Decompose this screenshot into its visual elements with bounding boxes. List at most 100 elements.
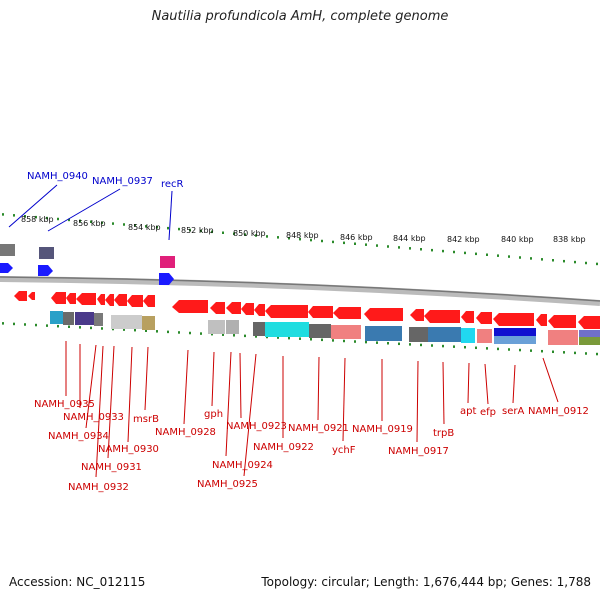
gene-arrow-reverse[interactable] [97,294,105,305]
tick-mark [409,247,411,250]
gene-arrow-reverse[interactable] [241,303,254,315]
tick-mark [409,343,411,346]
bottom-gene-labels: NAMH_0935 NAMH_0933 NAMH_0934 msrB NAMH_… [34,399,589,493]
gene-arrow-reverse[interactable] [143,295,155,307]
tick-mark [145,225,147,228]
tick-mark [464,251,466,255]
feature-block[interactable] [309,324,331,338]
tick-mark [453,250,455,254]
feature-block[interactable] [428,327,461,342]
gene-arrow-reverse[interactable] [226,302,241,314]
gene-arrow-reverse[interactable] [424,310,460,323]
feature-block[interactable] [265,322,309,337]
gene-label[interactable]: serA [502,406,524,417]
leader-line [211,351,215,407]
gene-arrow-reverse[interactable] [265,305,308,318]
gene-arrow-forward[interactable] [159,273,174,285]
gene-label[interactable]: NAMH_0934 [48,431,109,442]
feature-block[interactable] [94,313,103,326]
gene-arrow-reverse[interactable] [536,314,547,326]
gene-arrow-reverse[interactable] [14,291,27,301]
tick-mark [211,230,213,234]
gene-arrow-reverse[interactable] [493,313,534,326]
gene-arrow-reverse[interactable] [76,293,96,305]
gene-label[interactable]: ychF [332,445,356,456]
feature-block[interactable] [142,316,155,330]
feature-block[interactable] [111,315,142,329]
gene-arrow-reverse[interactable] [578,316,600,329]
gene-label[interactable]: recR [161,179,184,190]
gene-arrow-reverse[interactable] [127,295,143,307]
feature-block[interactable] [579,330,600,337]
gene-arrow-forward[interactable] [38,265,53,276]
gene-arrow-forward[interactable] [0,263,13,273]
gene-label[interactable]: NAMH_0937 [92,176,153,187]
feature-block[interactable] [226,320,239,334]
gene-label[interactable]: msrB [133,414,159,425]
feature-block[interactable] [160,256,175,268]
gene-label[interactable]: NAMH_0919 [352,424,413,435]
gene-label[interactable]: NAMH_0931 [81,462,142,473]
gene-label[interactable]: trpB [433,428,454,439]
gene-label[interactable]: NAMH_0922 [253,442,314,453]
tick-mark [442,344,444,348]
feature-block[interactable] [253,322,265,336]
feature-block[interactable] [548,330,578,345]
leader-line [442,361,445,425]
gene-label[interactable]: NAMH_0940 [27,171,88,182]
gene-label[interactable]: NAMH_0912 [528,406,589,417]
tick-mark [519,256,521,259]
feature-block[interactable] [477,329,492,343]
tick-mark [563,259,565,263]
gene-label[interactable]: NAMH_0924 [212,460,273,471]
feature-block[interactable] [39,247,54,259]
gene-label[interactable]: NAMH_0921 [288,423,349,434]
feature-block[interactable] [461,328,475,343]
feature-block[interactable] [63,312,74,325]
gene-arrow-reverse[interactable] [51,292,66,304]
gene-label[interactable]: NAMH_0932 [68,482,129,493]
gene-label[interactable]: NAMH_0928 [155,427,216,438]
gene-arrow-reverse[interactable] [172,300,208,313]
genome-backbone-edge [0,276,600,302]
tick-mark [475,346,477,350]
gene-arrow-reverse[interactable] [410,309,424,321]
gene-arrow-reverse[interactable] [114,294,127,306]
feature-block[interactable] [409,327,428,342]
feature-block[interactable] [75,312,94,325]
tick-mark [497,347,499,351]
tick-mark [497,254,499,257]
gene-label[interactable]: NAMH_0925 [197,479,258,490]
gene-label[interactable]: gph [204,409,223,420]
feature-block[interactable] [365,326,402,341]
gene-label[interactable]: NAMH_0923 [226,421,287,432]
gene-arrow-reverse[interactable] [476,312,492,324]
feature-block[interactable] [50,311,63,324]
gene-label[interactable]: NAMH_0935 [34,399,95,410]
gene-arrow-reverse[interactable] [210,302,225,314]
gene-arrow-reverse[interactable] [364,308,403,321]
feature-block[interactable] [208,320,225,334]
gene-label[interactable]: NAMH_0930 [98,444,159,455]
gene-arrow-reverse[interactable] [28,292,35,300]
feature-block[interactable] [331,325,361,339]
gene-label[interactable]: NAMH_0917 [388,446,449,457]
gene-arrow-reverse[interactable] [461,311,474,323]
gene-arrow-reverse[interactable] [105,294,114,306]
gene-arrow-reverse[interactable] [308,306,333,318]
tick-mark [442,249,444,253]
feature-block[interactable] [494,328,536,336]
gene-arrow-reverse[interactable] [254,304,265,316]
gene-arrow-reverse[interactable] [548,315,576,328]
feature-block[interactable] [494,336,536,344]
leader-line [542,357,559,403]
gene-label[interactable]: apt [460,406,476,417]
gene-label[interactable]: efp [480,407,496,418]
gene-arrow-reverse[interactable] [333,307,361,319]
feature-block[interactable] [579,337,600,345]
gene-arrow-reverse[interactable] [66,293,76,304]
feature-block[interactable] [0,244,15,256]
gene-label[interactable]: NAMH_0933 [63,412,124,423]
tick-mark [244,334,246,338]
tick-mark [134,224,136,227]
